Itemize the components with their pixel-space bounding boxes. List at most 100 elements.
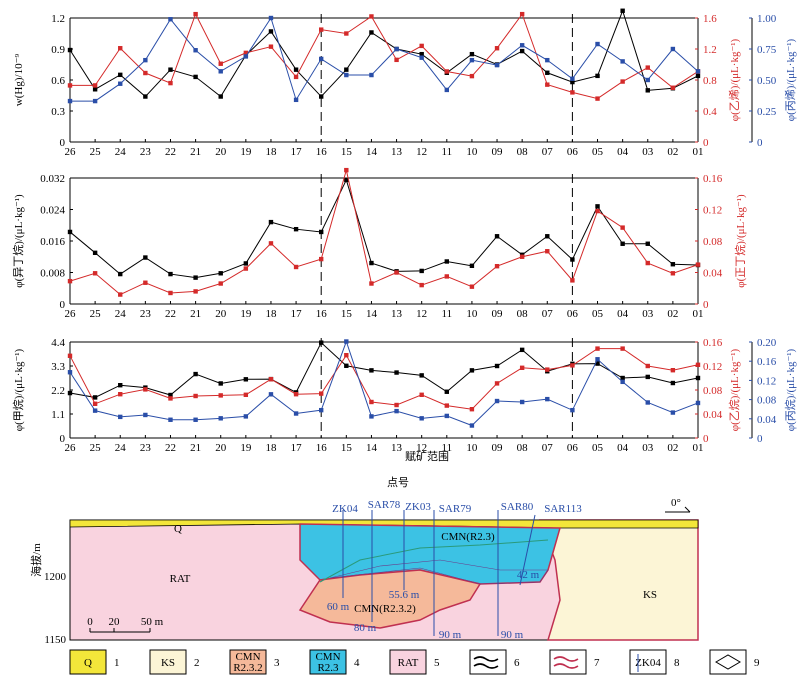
x-tick-label: 09 <box>492 442 504 454</box>
data-point-red <box>344 353 349 358</box>
data-point-black <box>670 262 676 267</box>
data-point-black <box>595 204 600 209</box>
x-tick-label: 02 <box>667 442 678 454</box>
data-point-black <box>545 70 550 75</box>
left-tick-label: 0 <box>60 137 66 149</box>
x-tick-label: 24 <box>115 146 127 158</box>
right-red-tick-label: 0.4 <box>703 106 717 118</box>
left-tick-label: 4.4 <box>51 337 65 349</box>
x-tick-label: 16 <box>316 442 328 454</box>
legend-boundary-symbol <box>553 656 579 669</box>
data-point-red <box>143 387 148 392</box>
left-tick-label: 0.008 <box>40 268 65 280</box>
legend-number: 4 <box>354 657 360 669</box>
data-point-blue <box>344 339 349 344</box>
left-tick-label: 0.016 <box>40 236 65 248</box>
data-point-blue <box>218 69 223 74</box>
data-point-black <box>67 390 73 396</box>
data-point-black <box>645 88 650 93</box>
scale-tick: 0 <box>87 616 93 628</box>
data-point-black <box>519 347 525 353</box>
borehole-label: ZK03 <box>405 501 431 513</box>
right-axis-label-red: φ(乙烷)/(μL·kg⁻¹) <box>727 348 741 431</box>
data-point-black <box>243 377 249 382</box>
series-line-black <box>69 341 699 398</box>
right-red-tick-label: 0.16 <box>703 173 723 185</box>
data-point-blue <box>319 407 324 413</box>
x-tick-label: 15 <box>341 442 353 454</box>
legend-swatch-text: R2.3.2 <box>233 662 262 674</box>
scale-tick: 50 m <box>141 616 164 628</box>
unit-label-ks: KS <box>643 589 657 601</box>
data-point-black <box>545 234 550 239</box>
data-point-blue <box>444 413 449 419</box>
data-point-red <box>394 402 399 408</box>
data-point-black <box>168 392 173 398</box>
borehole-label: ZK04 <box>332 503 358 515</box>
data-point-black <box>143 94 148 99</box>
data-point-red <box>344 167 349 173</box>
data-point-red <box>369 281 374 286</box>
data-point-black <box>419 373 424 378</box>
data-point-black <box>419 51 424 57</box>
unit-label-cmn-r23: CMN(R2.3) <box>441 531 495 543</box>
right-red-tick-label: 0 <box>703 299 709 311</box>
scale-bar <box>89 628 151 633</box>
series-line-red <box>69 169 699 296</box>
unit-label-q: Q <box>174 523 182 535</box>
x-tick-label: 24 <box>115 442 127 454</box>
data-point-black <box>319 229 324 235</box>
series-line-blue <box>70 16 699 102</box>
data-point-red <box>319 27 324 32</box>
data-point-black <box>118 271 123 277</box>
chart-panels: 26 25 24 23 22 21 20 19 18 17 16 15 14 13 12 11 10 09 08 07… <box>11 8 797 454</box>
data-point-black <box>268 219 274 225</box>
data-point-black <box>168 67 173 72</box>
data-point-red <box>645 260 650 266</box>
borehole-label: SAR80 <box>501 501 534 513</box>
depth-label: 55.6 m <box>389 589 420 601</box>
x-tick-label: 18 <box>265 308 277 320</box>
legend-swatch-text: RAT <box>398 657 419 669</box>
elevation-axis-label: 海拔/m <box>29 543 43 577</box>
right-red-tick-label: 1.6 <box>703 13 717 25</box>
data-point-red <box>243 266 249 271</box>
right-blue-tick-label: 0.50 <box>757 75 777 87</box>
series-line-red <box>69 348 699 410</box>
data-point-blue <box>595 41 600 47</box>
data-point-black <box>293 67 299 72</box>
x-tick-label: 20 <box>215 146 227 158</box>
right-red-tick-label: 0.08 <box>703 385 723 397</box>
data-point-blue <box>344 72 349 78</box>
data-point-blue <box>168 417 173 422</box>
data-point-red <box>645 363 650 369</box>
x-tick-label: 06 <box>567 308 579 320</box>
right-axis-label-red: φ(乙烯)/(μL·kg⁻¹) <box>728 38 741 121</box>
x-tick-label: 25 <box>90 308 102 320</box>
depth-label: 42 m <box>517 569 540 581</box>
x-tick-label: 23 <box>140 442 152 454</box>
data-point-blue <box>369 72 374 78</box>
data-point-black <box>519 48 525 54</box>
data-point-black <box>218 381 223 386</box>
data-point-red <box>570 90 575 95</box>
data-point-black <box>92 395 98 400</box>
data-point-red <box>444 274 449 279</box>
x-tick-label: 19 <box>240 442 252 454</box>
data-point-black <box>143 255 148 260</box>
data-point-black <box>645 374 650 380</box>
data-point-red <box>319 391 324 396</box>
left-tick-label: 0 <box>60 433 66 445</box>
data-point-red <box>168 290 173 296</box>
x-tick-label: 10 <box>466 146 478 158</box>
data-point-red <box>645 65 650 70</box>
legend-swatch <box>469 649 507 675</box>
data-point-red <box>67 278 73 284</box>
data-point-red <box>469 284 475 289</box>
data-point-red <box>670 368 676 373</box>
data-point-blue <box>419 416 424 421</box>
x-tick-label: 24 <box>115 308 127 320</box>
right-blue-tick-label: 0.04 <box>757 414 777 426</box>
x-tick-label: 15 <box>341 308 353 320</box>
borehole-lines <box>342 510 536 636</box>
